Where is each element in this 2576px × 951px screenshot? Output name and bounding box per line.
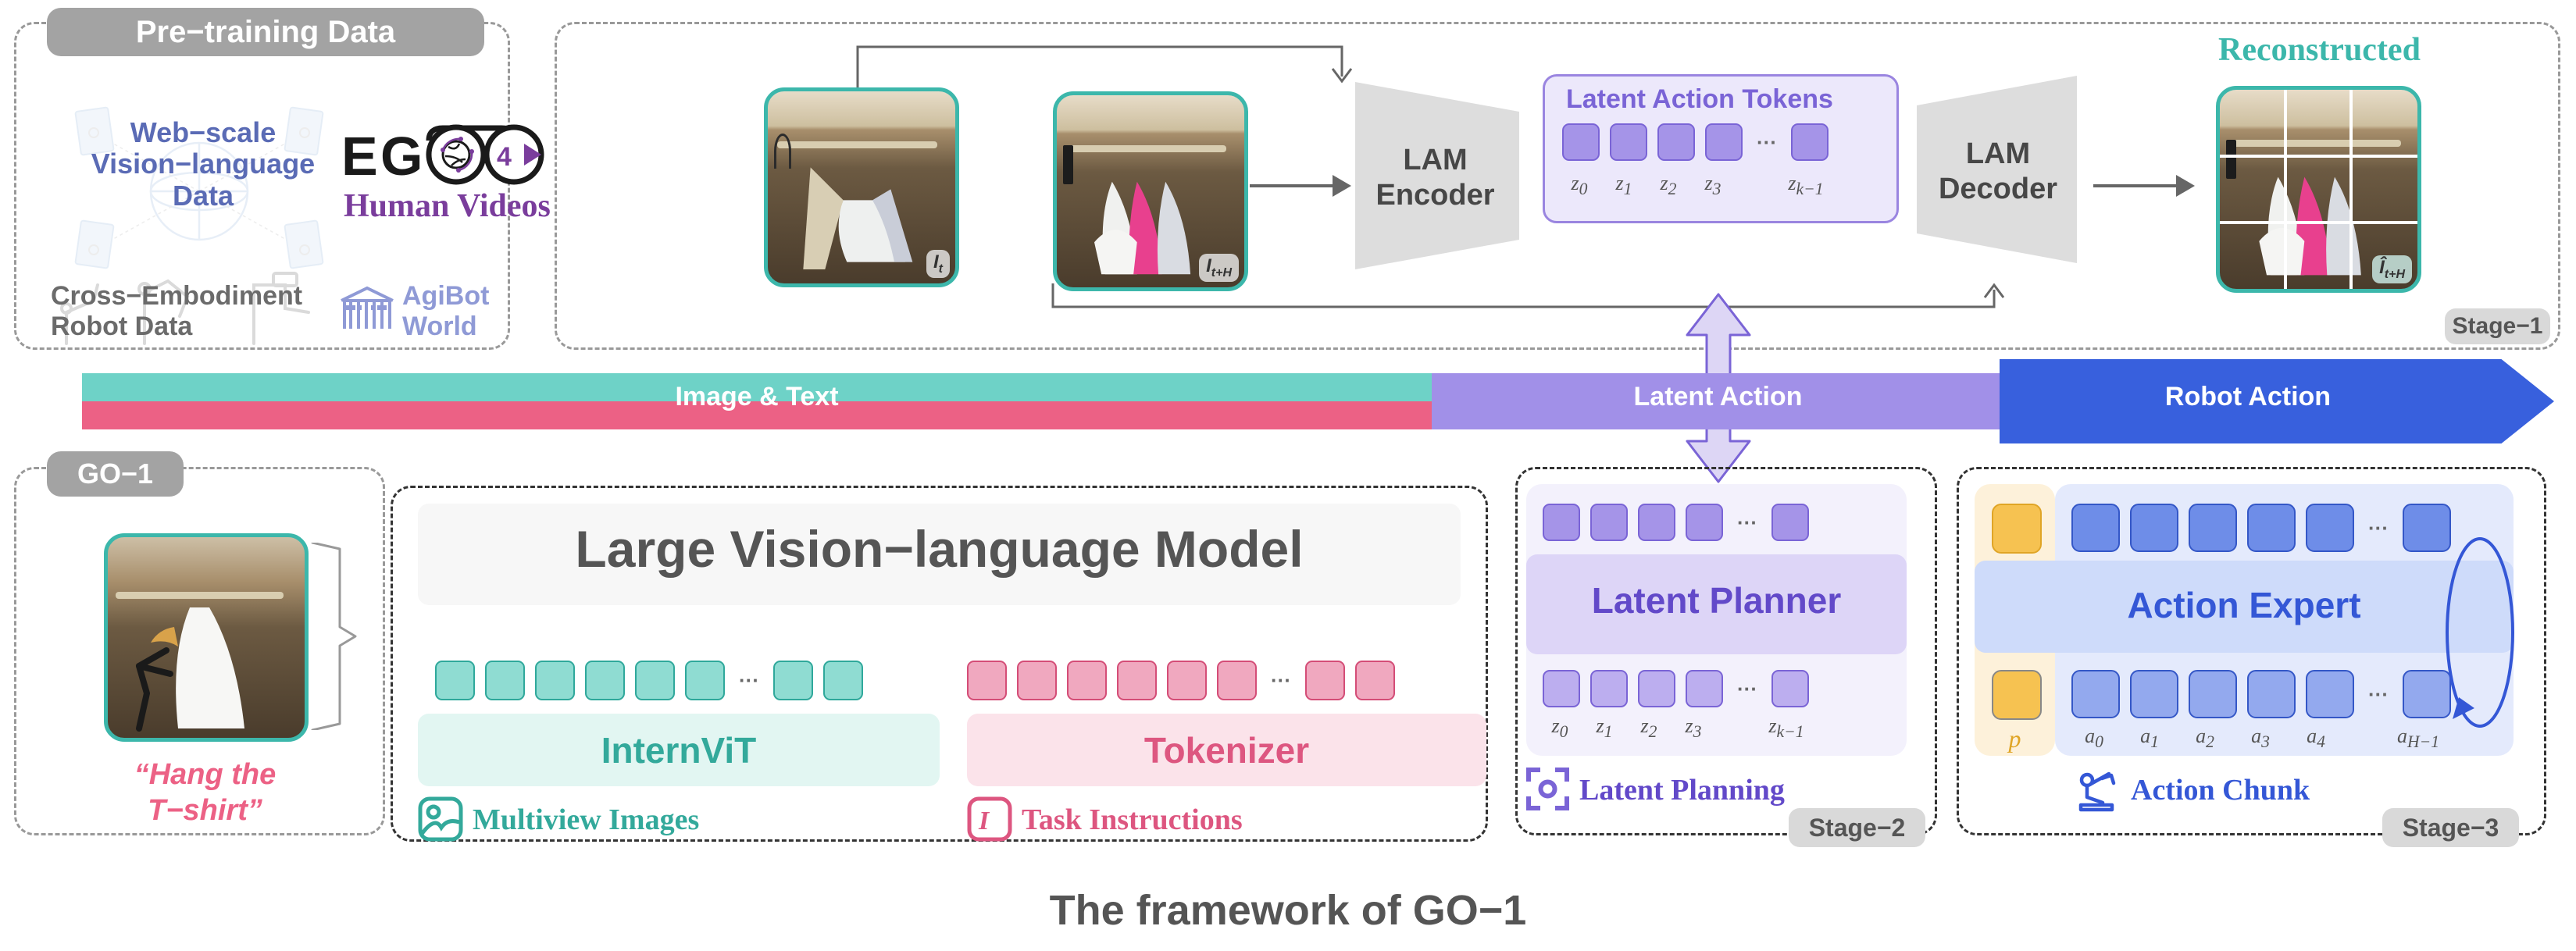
svg-text:G: G — [380, 126, 423, 187]
svg-text:I: I — [978, 807, 990, 835]
svg-text:E: E — [341, 126, 378, 187]
svg-text:4: 4 — [497, 142, 512, 172]
